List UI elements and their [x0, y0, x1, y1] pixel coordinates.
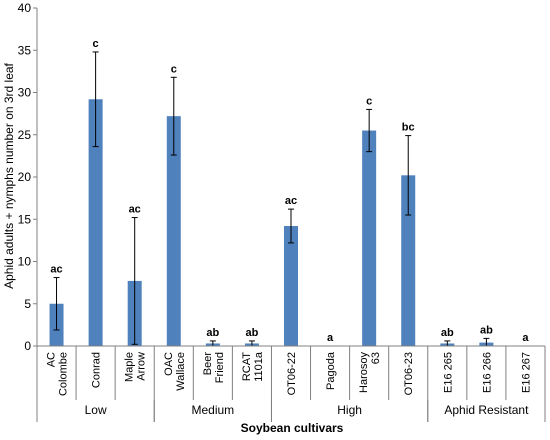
category-label: Conrad — [91, 352, 103, 388]
category-label-line: RCAT — [241, 352, 253, 381]
category-label: MapleArrow — [124, 352, 148, 382]
group-label: Medium — [192, 403, 235, 417]
x-axis-title: Soybean cultivars — [241, 421, 344, 435]
bar — [362, 130, 377, 346]
category-label-line: OT06-23 — [403, 352, 415, 395]
y-tick-label: 10 — [18, 255, 32, 269]
category-label: Pagoda — [325, 351, 337, 390]
category-label-line: AC — [46, 352, 58, 367]
category-label: E16 265 — [442, 352, 454, 393]
significance-letter: ab — [206, 327, 219, 339]
category-label: BeerFriend — [202, 352, 226, 384]
significance-letter: c — [93, 38, 99, 50]
significance-letter: c — [171, 63, 177, 75]
group-label: High — [337, 403, 362, 417]
significance-letter: ab — [480, 324, 493, 336]
group-label: Low — [85, 403, 107, 417]
significance-letter: a — [522, 332, 529, 344]
category-label-line: Wallace — [175, 352, 187, 391]
significance-letter: ab — [246, 327, 259, 339]
significance-letter: ac — [285, 195, 297, 207]
significance-letter: ab — [441, 327, 454, 339]
category-label-line: 1101a — [253, 351, 265, 382]
category-label-line: Arrow — [136, 352, 148, 381]
y-tick-label: 30 — [18, 86, 32, 100]
category-label-line: OT06-22 — [286, 352, 298, 395]
bar — [166, 116, 181, 346]
y-axis: 0 5 10 15 20 25 30 35 40 — [18, 1, 38, 353]
y-tick-label: 40 — [18, 1, 32, 15]
category-label: E16 267 — [520, 352, 532, 393]
bar — [284, 226, 298, 346]
category-label-line: E16 266 — [481, 352, 493, 393]
bar — [88, 99, 103, 346]
category-label-line: Colombe — [58, 352, 70, 396]
category-label-line: Harosoy — [358, 352, 370, 393]
significance-letter: a — [327, 332, 334, 344]
y-tick-label: 0 — [24, 339, 31, 353]
category-label-line: 63 — [370, 352, 382, 364]
category-label-line: Pagoda — [325, 351, 337, 390]
category-label: Harosoy63 — [358, 352, 382, 393]
significance-letter: c — [366, 95, 372, 107]
significance-letter: bc — [402, 122, 415, 134]
category-label-line: OAC — [163, 352, 175, 376]
category-label: E16 266 — [481, 352, 493, 393]
category-label-line: Conrad — [91, 352, 103, 388]
y-tick-label: 15 — [18, 212, 32, 226]
category-label-line: Maple — [124, 352, 136, 382]
y-axis-title: Aphid adults + nymphs number on 3rd leaf — [2, 62, 16, 288]
group-label: Aphid Resistant — [444, 403, 529, 417]
category-label: OACWallace — [163, 352, 187, 391]
y-tick-label: 20 — [18, 170, 32, 184]
y-tick-label: 25 — [18, 128, 32, 142]
category-label-line: Beer — [202, 352, 214, 376]
x-axis: ACColombe Conrad MapleArrow OACWallace BeerF… — [36, 345, 546, 422]
category-label: ACColombe — [46, 352, 70, 396]
category-label: OT06-22 — [286, 352, 298, 395]
y-tick-label: 35 — [18, 43, 32, 57]
category-label: RCAT1101a — [241, 351, 265, 382]
significance-letter: ac — [50, 264, 62, 276]
category-label-line: Friend — [214, 352, 226, 383]
category-label: OT06-23 — [403, 352, 415, 395]
category-label-line: E16 265 — [442, 352, 454, 393]
y-tick-label: 5 — [24, 297, 31, 311]
category-label-line: E16 267 — [520, 352, 532, 393]
significance-letter: ac — [129, 204, 141, 216]
bar — [401, 175, 416, 346]
